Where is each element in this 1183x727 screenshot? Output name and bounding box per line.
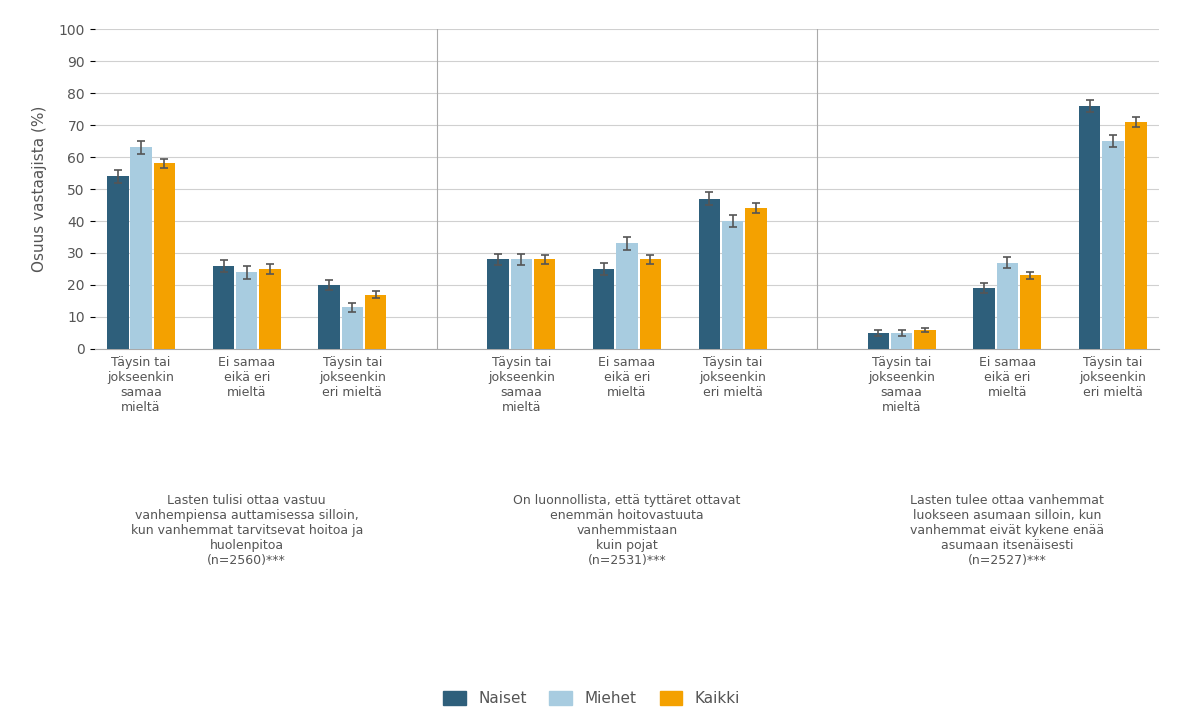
Bar	[511, 260, 532, 349]
Text: Ei samaa
eikä eri
mieltä: Ei samaa eikä eri mieltä	[978, 356, 1036, 399]
Bar	[891, 333, 912, 349]
Bar	[487, 260, 509, 349]
Bar	[640, 260, 661, 349]
Bar	[616, 244, 638, 349]
Bar	[364, 294, 387, 349]
Bar	[745, 208, 767, 349]
Legend: Naiset, Miehet, Kaikki: Naiset, Miehet, Kaikki	[437, 685, 746, 712]
Bar	[342, 308, 363, 349]
Text: Täysin tai
jokseenkin
eri mieltä: Täysin tai jokseenkin eri mieltä	[699, 356, 767, 399]
Bar	[867, 333, 890, 349]
Text: Täysin tai
jokseenkin
samaa
mieltä: Täysin tai jokseenkin samaa mieltä	[108, 356, 175, 414]
Bar	[699, 198, 720, 349]
Text: Täysin tai
jokseenkin
samaa
mieltä: Täysin tai jokseenkin samaa mieltä	[487, 356, 555, 414]
Bar	[213, 266, 234, 349]
Bar	[318, 285, 340, 349]
Bar	[914, 330, 936, 349]
Bar	[108, 176, 129, 349]
Bar	[1020, 276, 1041, 349]
Text: Täysin tai
jokseenkin
samaa
mieltä: Täysin tai jokseenkin samaa mieltä	[868, 356, 935, 414]
Bar	[1103, 141, 1124, 349]
Bar	[996, 262, 1017, 349]
Bar	[974, 288, 995, 349]
Bar	[1125, 122, 1146, 349]
Bar	[1079, 106, 1100, 349]
Text: Täysin tai
jokseenkin
eri mieltä: Täysin tai jokseenkin eri mieltä	[319, 356, 386, 399]
Y-axis label: Osuus vastaajista (%): Osuus vastaajista (%)	[32, 106, 47, 272]
Text: Täysin tai
jokseenkin
eri mieltä: Täysin tai jokseenkin eri mieltä	[1079, 356, 1146, 399]
Text: Lasten tulisi ottaa vastuu
vanhempiensa auttamisessa silloin,
kun vanhemmat tarv: Lasten tulisi ottaa vastuu vanhempiensa …	[130, 494, 363, 567]
Bar	[130, 148, 151, 349]
Bar	[259, 269, 280, 349]
Text: Lasten tulee ottaa vanhemmat
luokseen asumaan silloin, kun
vanhemmat eivät kyken: Lasten tulee ottaa vanhemmat luokseen as…	[910, 494, 1104, 567]
Text: Ei samaa
eikä eri
mieltä: Ei samaa eikä eri mieltä	[599, 356, 655, 399]
Text: On luonnollista, että tyttäret ottavat
enemmän hoitovastuuta
vanhemmistaan
kuin : On luonnollista, että tyttäret ottavat e…	[513, 494, 741, 567]
Bar	[534, 260, 555, 349]
Bar	[722, 221, 743, 349]
Bar	[237, 272, 258, 349]
Bar	[593, 269, 614, 349]
Bar	[154, 164, 175, 349]
Text: Ei samaa
eikä eri
mieltä: Ei samaa eikä eri mieltä	[218, 356, 276, 399]
